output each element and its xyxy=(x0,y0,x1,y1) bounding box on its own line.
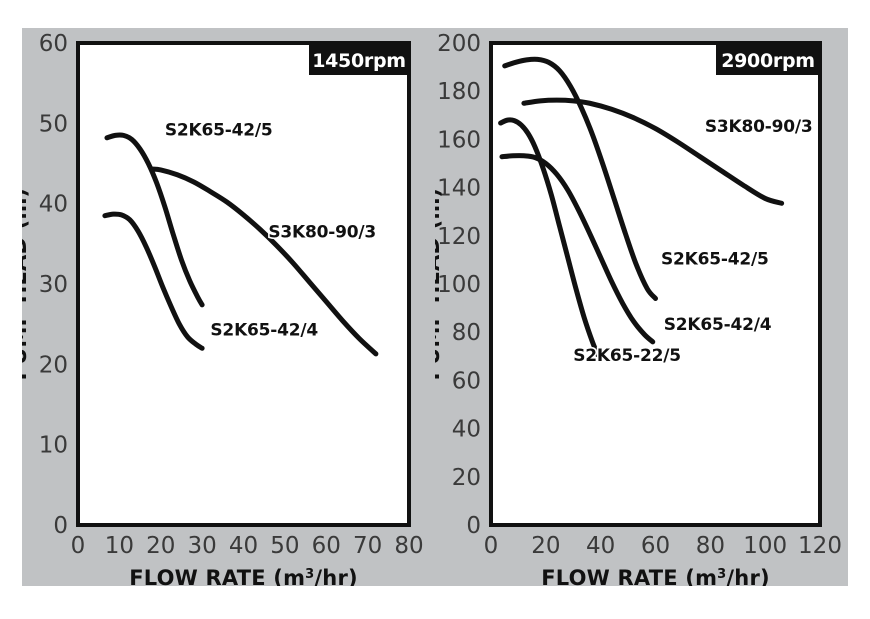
x-tick-label: 0 xyxy=(484,533,499,559)
y-tick-label: 0 xyxy=(53,513,68,539)
pump-curve-s2k65-42-5 xyxy=(502,56,658,301)
y-tick-label: 200 xyxy=(437,31,481,57)
y-axis-title: PUMP HEAD (m) xyxy=(435,188,444,381)
rpm-badge xyxy=(716,45,820,75)
pump-curve-s2k65-42-5 xyxy=(104,132,205,308)
pump-curve-s2k65-22-5 xyxy=(498,117,601,358)
x-tick-label: 50 xyxy=(270,533,299,559)
x-axis-title: FLOW RATE (m3/hr) xyxy=(541,566,770,586)
chart-2900rpm-svg: 0 20 40 60 80 100 120 140 160 180 200 0 20 40 60 80 100 1… xyxy=(435,31,842,586)
y-tick-label: 100 xyxy=(437,272,481,298)
curve-label: S2K65-42/5 xyxy=(661,250,769,270)
x-tick-label: 60 xyxy=(641,533,670,559)
x-axis-title: FLOW RATE (m3/hr) xyxy=(129,566,358,586)
y-tick-label: 60 xyxy=(39,31,68,57)
x-tick-label: 40 xyxy=(586,533,615,559)
y-tick-label: 40 xyxy=(39,192,68,218)
x-tick-label: 120 xyxy=(798,533,842,559)
x-tick-label: 30 xyxy=(187,533,216,559)
y-axis-title: PUMP HEAD (m) xyxy=(22,188,31,381)
x-tick-label: 70 xyxy=(353,533,382,559)
y-tick-label: 50 xyxy=(39,111,68,137)
y-tick-label: 20 xyxy=(39,352,68,378)
y-tick-label: 10 xyxy=(39,433,68,459)
x-tick-label: 80 xyxy=(394,533,423,559)
pump-curve-s2k65-42-4 xyxy=(102,211,205,351)
pump-curve-s2k65-42-4 xyxy=(499,153,656,345)
x-tick-label: 80 xyxy=(696,533,725,559)
pump-curve-s3k80-90-3 xyxy=(521,97,785,206)
pump-curve-chart-1450rpm: 0 10 20 30 40 50 60 0 10 20 30 40 50 60 70 80 PUMP HEAD … xyxy=(22,28,435,586)
x-tick-label: 100 xyxy=(743,533,787,559)
pump-curve-s3k80-90-3 xyxy=(149,166,379,357)
y-tick-label: 80 xyxy=(452,320,481,346)
y-tick-label: 0 xyxy=(466,513,481,539)
x-tick-label: 0 xyxy=(71,533,86,559)
curve-label: S2K65-22/5 xyxy=(573,346,681,366)
x-tick-label: 10 xyxy=(105,533,134,559)
y-tick-label: 30 xyxy=(39,272,68,298)
x-tick-label: 20 xyxy=(531,533,560,559)
y-tick-label: 60 xyxy=(452,368,481,394)
curve-label: S3K80-90/3 xyxy=(268,222,376,242)
rpm-badge xyxy=(309,45,409,75)
rpm-badge-label: 2900rpm xyxy=(721,50,815,72)
x-tick-label: 20 xyxy=(146,533,175,559)
curve-label: S3K80-90/3 xyxy=(705,117,813,137)
y-tick-label: 140 xyxy=(437,176,481,202)
pump-curve-chart-2900rpm: 0 20 40 60 80 100 120 140 160 180 200 0 20 40 60 80 100 1… xyxy=(435,28,848,586)
y-tick-label: 120 xyxy=(437,224,481,250)
curve-label: S2K65-42/5 xyxy=(165,120,273,140)
y-tick-label: 180 xyxy=(437,79,481,105)
x-tick-label: 60 xyxy=(312,533,341,559)
rpm-badge-label: 1450rpm xyxy=(312,50,406,72)
y-tick-label: 40 xyxy=(452,417,481,443)
y-tick-label: 20 xyxy=(452,465,481,491)
curve-label: S2K65-42/4 xyxy=(210,320,318,340)
x-tick-label: 40 xyxy=(229,533,258,559)
curve-label: S2K65-42/4 xyxy=(664,315,772,335)
chart-panel: 0 10 20 30 40 50 60 0 10 20 30 40 50 60 70 80 PUMP HEAD … xyxy=(22,28,848,586)
chart-1450rpm-svg: 0 10 20 30 40 50 60 0 10 20 30 40 50 60 70 80 PUMP HEAD … xyxy=(22,31,424,586)
y-tick-label: 160 xyxy=(437,127,481,153)
